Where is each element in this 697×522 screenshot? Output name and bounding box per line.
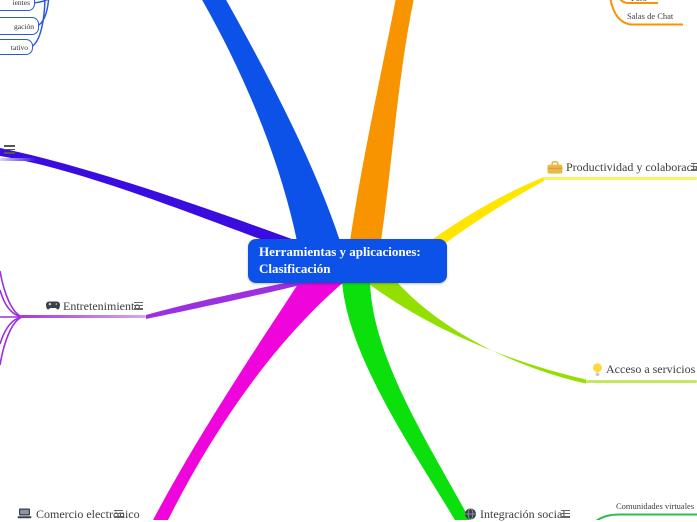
branch-curve-orange <box>350 0 414 241</box>
laptop-icon <box>17 508 32 519</box>
entretenimiento-child-connectors <box>0 270 23 366</box>
entretenimiento-underline <box>20 314 146 318</box>
left-branch-menu-icon[interactable] <box>4 145 15 156</box>
orange-child-connectors <box>609 0 683 26</box>
comunidades-underline <box>595 513 697 520</box>
node-blue-child-2-label: gación <box>14 22 34 31</box>
productividad-menu-icon[interactable] <box>691 163 697 172</box>
left-branch-underline <box>0 158 38 161</box>
acceso-underline <box>586 379 697 383</box>
node-comunidades-label[interactable]: Comunidades virtuales <box>616 501 695 511</box>
branch-curve-magenta <box>153 281 345 520</box>
branch-curve-yellowgreen <box>365 281 586 384</box>
gamepad-icon <box>46 301 60 310</box>
node-entretenimiento-label[interactable]: Entretenimiento <box>63 299 141 313</box>
node-blue-child-1-label: ientes <box>12 0 31 7</box>
root-node-line2: Clasificación <box>259 260 331 276</box>
node-blue-child-3-label: tativo <box>10 43 28 52</box>
lightbulb-icon <box>593 363 602 376</box>
root-node[interactable]: Herramientas y aplicaciones: Clasificaci… <box>248 239 447 284</box>
node-salas-de-chat-label[interactable]: Salas de Chat <box>627 11 674 21</box>
branch-curve-green <box>342 281 470 520</box>
globe-icon <box>465 508 476 520</box>
integracion-menu-icon[interactable] <box>561 510 570 519</box>
node-productividad-label[interactable]: Productividad y colaboración <box>566 160 697 174</box>
node-blue-child-1[interactable]: ientes <box>0 0 35 11</box>
comercio-menu-icon[interactable] <box>114 510 123 519</box>
node-integracion-label[interactable]: Integración social <box>480 507 566 521</box>
node-acceso-label[interactable]: Acceso a servicios púb <box>606 362 697 376</box>
branch-curve-blue <box>202 0 340 241</box>
briefcase-icon <box>547 161 563 174</box>
branch-curve-yellow <box>430 177 544 252</box>
productividad-underline <box>543 176 697 180</box>
root-node-line1: Herramientas y aplicaciones: <box>259 244 421 259</box>
node-blue-child-2[interactable]: gación <box>0 17 39 35</box>
node-blue-child-3[interactable]: tativo <box>0 39 33 55</box>
node-comercio-label[interactable]: Comercio electrónico <box>36 507 140 521</box>
entretenimiento-menu-icon[interactable] <box>134 302 143 311</box>
branch-curve-purple <box>146 281 318 319</box>
node-foro-label[interactable]: Foro <box>631 0 647 3</box>
